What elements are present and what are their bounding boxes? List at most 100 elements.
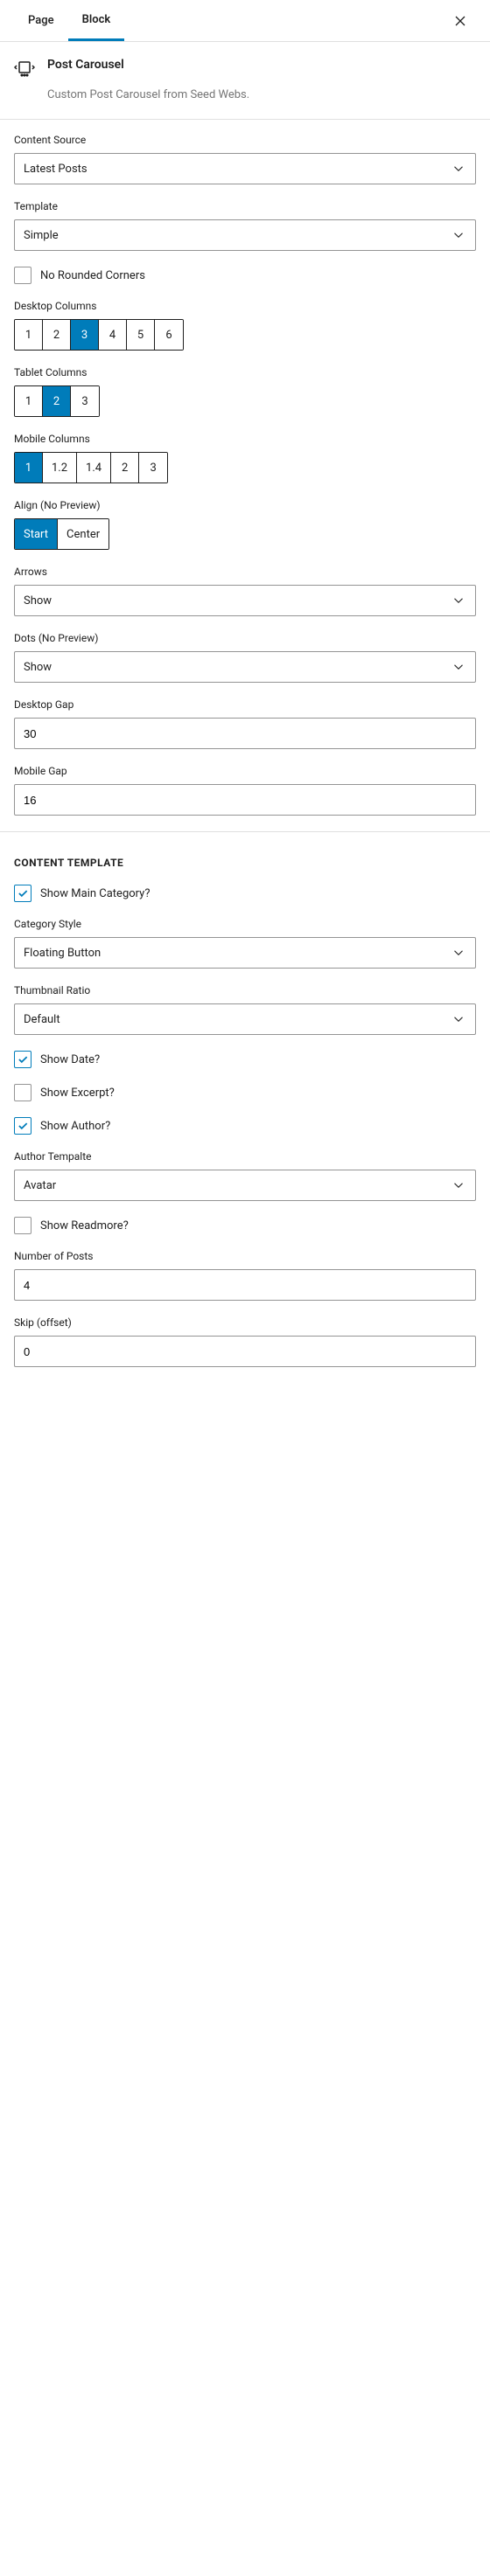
tab-page[interactable]: Page bbox=[14, 2, 68, 39]
chevron-down-icon bbox=[451, 1177, 466, 1193]
align-group: StartCenter bbox=[14, 518, 109, 550]
template-select[interactable]: Simple bbox=[14, 219, 476, 251]
field-thumbnail-ratio: Thumbnail Ratio Default bbox=[14, 984, 476, 1035]
desktop-columns-option[interactable]: 4 bbox=[99, 320, 127, 350]
template-value: Simple bbox=[24, 229, 59, 242]
tablet-columns-option[interactable]: 2 bbox=[43, 386, 71, 416]
mobile-columns-option[interactable]: 2 bbox=[111, 453, 139, 483]
arrows-value: Show bbox=[24, 594, 52, 608]
show-author-label: Show Author? bbox=[40, 1120, 110, 1133]
author-template-label: Author Tempalte bbox=[14, 1150, 476, 1163]
thumbnail-ratio-select[interactable]: Default bbox=[14, 1003, 476, 1035]
show-readmore-label: Show Readmore? bbox=[40, 1219, 129, 1232]
show-author-row: Show Author? bbox=[14, 1117, 476, 1135]
number-of-posts-label: Number of Posts bbox=[14, 1250, 476, 1262]
chevron-down-icon bbox=[451, 1011, 466, 1027]
content-source-select[interactable]: Latest Posts bbox=[14, 153, 476, 184]
author-template-value: Avatar bbox=[24, 1179, 56, 1192]
show-readmore-checkbox[interactable] bbox=[14, 1217, 32, 1234]
tablet-columns-group: 123 bbox=[14, 385, 100, 417]
no-rounded-corners-checkbox[interactable] bbox=[14, 267, 32, 284]
desktop-gap-input[interactable] bbox=[14, 718, 476, 749]
mobile-gap-input[interactable] bbox=[14, 784, 476, 816]
carousel-icon bbox=[14, 58, 35, 79]
field-arrows: Arrows Show bbox=[14, 566, 476, 616]
mobile-columns-option[interactable]: 3 bbox=[139, 453, 167, 483]
tab-block[interactable]: Block bbox=[68, 1, 125, 41]
mobile-columns-option[interactable]: 1.4 bbox=[77, 453, 111, 483]
field-author-template: Author Tempalte Avatar bbox=[14, 1150, 476, 1201]
field-skip-offset: Skip (offset) bbox=[14, 1316, 476, 1367]
show-date-row: Show Date? bbox=[14, 1051, 476, 1068]
dots-value: Show bbox=[24, 661, 52, 674]
field-number-of-posts: Number of Posts bbox=[14, 1250, 476, 1301]
field-desktop-columns: Desktop Columns 123456 bbox=[14, 300, 476, 351]
arrows-select[interactable]: Show bbox=[14, 585, 476, 616]
mobile-columns-label: Mobile Columns bbox=[14, 433, 476, 445]
desktop-columns-option[interactable]: 6 bbox=[155, 320, 183, 350]
dots-label: Dots (No Preview) bbox=[14, 632, 476, 644]
settings-panel: Content Source Latest Posts Template Sim… bbox=[0, 120, 490, 1397]
chevron-down-icon bbox=[451, 227, 466, 243]
tablet-columns-option[interactable]: 1 bbox=[15, 386, 43, 416]
chevron-down-icon bbox=[451, 161, 466, 177]
content-source-label: Content Source bbox=[14, 134, 476, 146]
skip-offset-input[interactable] bbox=[14, 1336, 476, 1367]
align-option[interactable]: Center bbox=[58, 519, 108, 549]
field-content-source: Content Source Latest Posts bbox=[14, 134, 476, 184]
desktop-columns-option[interactable]: 3 bbox=[71, 320, 99, 350]
inspector-tabs: Page Block bbox=[0, 0, 490, 42]
desktop-gap-label: Desktop Gap bbox=[14, 698, 476, 711]
show-readmore-row: Show Readmore? bbox=[14, 1217, 476, 1234]
show-author-checkbox[interactable] bbox=[14, 1117, 32, 1135]
field-desktop-gap: Desktop Gap bbox=[14, 698, 476, 749]
close-icon bbox=[452, 12, 469, 30]
arrows-label: Arrows bbox=[14, 566, 476, 578]
show-excerpt-row: Show Excerpt? bbox=[14, 1084, 476, 1101]
content-template-heading: CONTENT TEMPLATE bbox=[14, 857, 476, 869]
number-of-posts-input[interactable] bbox=[14, 1269, 476, 1301]
no-rounded-corners-row: No Rounded Corners bbox=[14, 267, 476, 284]
chevron-down-icon bbox=[451, 659, 466, 675]
close-button[interactable] bbox=[444, 5, 476, 37]
field-mobile-gap: Mobile Gap bbox=[14, 765, 476, 816]
show-main-category-label: Show Main Category? bbox=[40, 887, 150, 900]
show-main-category-checkbox[interactable] bbox=[14, 885, 32, 902]
align-label: Align (No Preview) bbox=[14, 499, 476, 511]
desktop-columns-label: Desktop Columns bbox=[14, 300, 476, 312]
mobile-columns-option[interactable]: 1.2 bbox=[43, 453, 77, 483]
field-mobile-columns: Mobile Columns 11.21.423 bbox=[14, 433, 476, 483]
align-option[interactable]: Start bbox=[15, 519, 58, 549]
category-style-label: Category Style bbox=[14, 918, 476, 930]
field-align: Align (No Preview) StartCenter bbox=[14, 499, 476, 550]
field-category-style: Category Style Floating Button bbox=[14, 918, 476, 969]
show-main-category-row: Show Main Category? bbox=[14, 885, 476, 902]
mobile-gap-label: Mobile Gap bbox=[14, 765, 476, 777]
thumbnail-ratio-label: Thumbnail Ratio bbox=[14, 984, 476, 996]
block-title: Post Carousel bbox=[47, 58, 124, 72]
block-description: Custom Post Carousel from Seed Webs. bbox=[47, 87, 490, 119]
chevron-down-icon bbox=[451, 593, 466, 608]
field-tablet-columns: Tablet Columns 123 bbox=[14, 366, 476, 417]
author-template-select[interactable]: Avatar bbox=[14, 1170, 476, 1201]
desktop-columns-option[interactable]: 5 bbox=[127, 320, 155, 350]
show-date-label: Show Date? bbox=[40, 1053, 100, 1066]
thumbnail-ratio-value: Default bbox=[24, 1013, 60, 1026]
tablet-columns-option[interactable]: 3 bbox=[71, 386, 99, 416]
desktop-columns-option[interactable]: 2 bbox=[43, 320, 71, 350]
template-label: Template bbox=[14, 200, 476, 212]
show-excerpt-checkbox[interactable] bbox=[14, 1084, 32, 1101]
dots-select[interactable]: Show bbox=[14, 651, 476, 683]
desktop-columns-option[interactable]: 1 bbox=[15, 320, 43, 350]
category-style-select[interactable]: Floating Button bbox=[14, 937, 476, 969]
desktop-columns-group: 123456 bbox=[14, 319, 184, 351]
show-excerpt-label: Show Excerpt? bbox=[40, 1087, 115, 1100]
mobile-columns-option[interactable]: 1 bbox=[15, 453, 43, 483]
block-header: Post Carousel bbox=[0, 42, 490, 82]
show-date-checkbox[interactable] bbox=[14, 1051, 32, 1068]
no-rounded-corners-label: No Rounded Corners bbox=[40, 269, 145, 282]
field-template: Template Simple bbox=[14, 200, 476, 251]
category-style-value: Floating Button bbox=[24, 947, 101, 960]
content-source-value: Latest Posts bbox=[24, 163, 88, 176]
tablet-columns-label: Tablet Columns bbox=[14, 366, 476, 378]
